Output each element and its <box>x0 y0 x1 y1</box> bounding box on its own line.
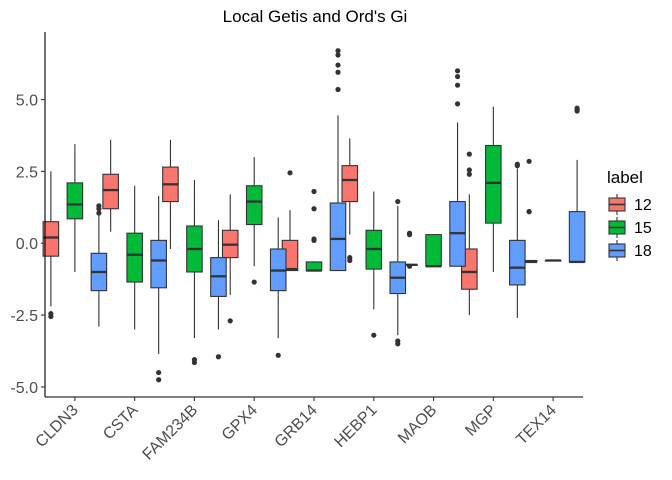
legend-label: 15 <box>634 220 652 237</box>
legend-item-15: 15 <box>608 217 652 238</box>
outlier-point <box>191 359 198 366</box>
legend-item-12: 12 <box>608 194 652 215</box>
box-iqr <box>485 144 502 224</box>
outlier-point <box>96 210 102 216</box>
outlier-point <box>311 206 317 212</box>
box-HEBP1-12 <box>341 138 359 264</box>
y-tick-label: -2.5 <box>10 308 38 325</box>
box-iqr <box>245 185 263 226</box>
box-MGP-15 <box>485 106 502 272</box>
box-CSTA-15 <box>126 185 143 330</box>
outlier-point <box>574 105 580 111</box>
box-GRB14-15 <box>305 188 323 272</box>
outlier-point <box>454 73 461 80</box>
box-iqr <box>42 221 60 257</box>
outlier-point <box>395 341 401 347</box>
outlier-point <box>251 279 257 285</box>
box-HEBP1-18 <box>389 198 407 347</box>
box-iqr <box>102 173 119 210</box>
box-TEX14-18 <box>568 105 586 264</box>
x-tick-label: TEX14 <box>513 402 560 449</box>
outlier-point <box>96 203 102 209</box>
box-iqr <box>329 202 347 272</box>
outlier-point <box>454 82 461 88</box>
outlier-point <box>347 257 353 264</box>
outlier-point <box>311 236 317 242</box>
x-tick-label: MAOB <box>395 402 440 447</box>
box-CSTA-12 <box>102 139 119 232</box>
outlier-point <box>335 48 341 54</box>
outlier-point <box>371 332 377 338</box>
outlier-point <box>466 167 472 173</box>
y-tick-label: -5.0 <box>10 380 38 397</box>
box-TEX14-15 <box>544 259 562 262</box>
box-iqr <box>509 239 526 286</box>
outlier-point <box>335 69 341 75</box>
x-tick-label: CLDN3 <box>33 402 82 451</box>
box-iqr <box>66 182 84 220</box>
y-tick-label: 5.0 <box>16 93 38 110</box>
outlier-point <box>311 188 317 195</box>
x-tick-label: HEBP1 <box>331 402 380 451</box>
box-iqr <box>305 261 323 272</box>
outlier-point <box>156 369 162 376</box>
legend-label: 18 <box>634 243 652 260</box>
outlier-point <box>275 352 281 358</box>
y-tick-label: 2.5 <box>16 164 38 181</box>
box-iqr <box>341 165 359 203</box>
box-iqr <box>568 211 586 263</box>
x-tick-label: MGP <box>462 402 500 440</box>
outlier-point <box>514 161 520 167</box>
box-CLDN3-18 <box>90 203 108 327</box>
box-FAM234B-15 <box>186 180 203 366</box>
box-iqr <box>425 234 442 267</box>
outlier-point <box>335 86 341 93</box>
box-iqr <box>126 232 143 283</box>
x-tick-label: GPX4 <box>219 402 261 444</box>
box-HEBP1-15 <box>365 191 383 338</box>
legend-item-18: 18 <box>608 240 652 261</box>
outlier-point <box>227 318 233 324</box>
outlier-point <box>406 263 413 269</box>
outlier-point <box>335 62 341 68</box>
box-MAOB-15 <box>425 234 442 268</box>
box-FAM234B-12 <box>162 139 179 249</box>
box-GPX4-15 <box>245 157 263 285</box>
x-tick-label: GRB14 <box>272 402 321 451</box>
plot-area <box>42 48 586 383</box>
x-tick-label: CSTA <box>100 402 142 444</box>
box-FAM234B-18 <box>210 220 227 360</box>
chart-title: Local Getis and Ord's Gi <box>223 7 408 26</box>
outlier-point <box>406 232 413 238</box>
x-tick-label: FAM234B <box>140 402 202 464</box>
box-MGP-18 <box>509 161 526 318</box>
outlier-point <box>335 52 341 58</box>
outlier-point <box>395 198 401 205</box>
box-CLDN3-15 <box>66 144 84 272</box>
outlier-point <box>454 68 461 74</box>
box-GPX4-18 <box>269 217 287 358</box>
legend: label 12 15 18 <box>607 168 652 261</box>
box-GRB14-18 <box>329 48 347 272</box>
outlier-point <box>287 170 293 176</box>
outlier-point <box>526 209 532 215</box>
box-CLDN3-12 <box>42 171 60 320</box>
outlier-point <box>215 354 222 360</box>
y-tick-label: 0.0 <box>16 236 38 253</box>
outlier-point <box>156 377 162 383</box>
box-iqr <box>150 239 167 289</box>
legend-label: 12 <box>634 197 652 214</box>
box-MAOB-18 <box>449 68 466 267</box>
outlier-point <box>466 171 472 177</box>
outlier-point <box>526 158 532 164</box>
outlier-point <box>466 151 472 157</box>
outlier-point <box>48 313 54 320</box>
box-CSTA-18 <box>150 195 167 383</box>
legend-title: label <box>607 168 643 187</box>
outlier-point <box>454 101 461 107</box>
box-GPX4-12 <box>221 194 239 324</box>
